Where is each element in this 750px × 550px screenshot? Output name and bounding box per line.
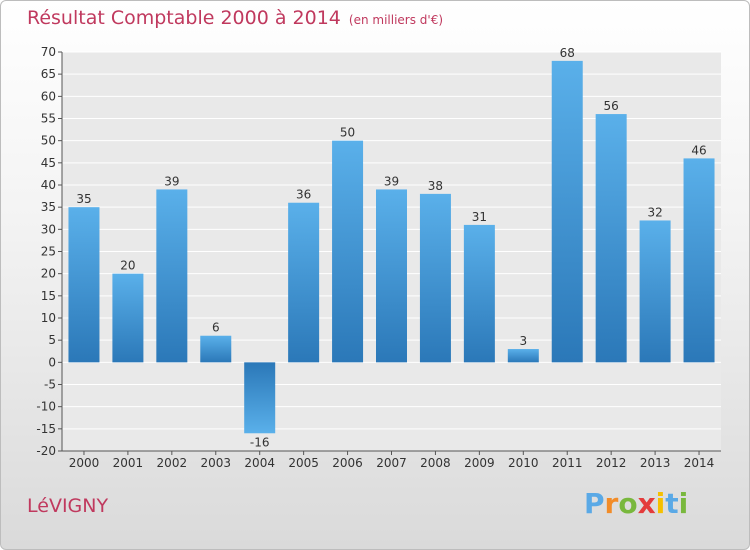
logo-letter: t	[665, 487, 679, 520]
y-tick-label: 30	[41, 222, 56, 236]
data-label: 38	[428, 179, 443, 193]
y-tick-label: -5	[44, 378, 56, 392]
logo-letter: r	[604, 487, 619, 520]
bar-2008	[419, 193, 451, 363]
data-label: 39	[164, 174, 179, 188]
logo-letter: P	[584, 487, 605, 520]
bar-2003	[200, 335, 232, 363]
y-tick-label: 40	[41, 178, 56, 192]
bar-2014	[683, 158, 715, 363]
x-tick-label: 2005	[288, 456, 319, 470]
data-label: 50	[340, 126, 355, 140]
x-tick-label: 2000	[69, 456, 100, 470]
y-tick-label: 25	[41, 245, 56, 259]
x-tick-label: 2010	[508, 456, 539, 470]
y-tick-label: 50	[41, 134, 56, 148]
logo-letter: x	[637, 487, 656, 520]
bar-2013	[639, 220, 671, 363]
bar-2007	[376, 189, 407, 363]
y-tick-label: 65	[41, 67, 56, 81]
logo-letter: i	[678, 487, 689, 520]
title-text: Résultat Comptable 2000 à 2014	[27, 7, 341, 29]
x-tick-label: 2011	[552, 456, 583, 470]
y-tick-label: -20	[36, 444, 56, 458]
y-tick-label: 20	[41, 267, 56, 281]
data-label: 32	[647, 205, 662, 219]
chart-title: Résultat Comptable 2000 à 2014 (en millie…	[27, 7, 443, 29]
bar-2002	[156, 189, 188, 363]
y-tick-label: 60	[41, 89, 56, 103]
data-label: 36	[296, 188, 311, 202]
commune-name: LéVIGNY	[27, 495, 109, 517]
bar-2006	[332, 140, 364, 363]
logo-letter: o	[618, 487, 638, 520]
bar-2009	[463, 224, 495, 363]
y-tick-label: 35	[41, 200, 56, 214]
x-tick-label: 2009	[464, 456, 495, 470]
data-label: 3	[519, 334, 527, 348]
data-label: 39	[384, 174, 399, 188]
data-label: 31	[472, 210, 487, 224]
y-tick-label: 45	[41, 156, 56, 170]
data-label: 20	[120, 259, 135, 273]
y-tick-label: 0	[48, 355, 56, 369]
x-tick-label: 2002	[157, 456, 188, 470]
bar-2004	[244, 362, 276, 434]
bar-2001	[112, 273, 144, 363]
bar-2005	[288, 202, 320, 363]
data-label: 68	[560, 46, 575, 60]
x-tick-label: 2014	[684, 456, 715, 470]
bar-2011	[551, 60, 583, 363]
y-tick-label: -15	[36, 422, 56, 436]
x-tick-label: 2003	[200, 456, 231, 470]
y-tick-label: 5	[48, 333, 56, 347]
proxiti-logo: Proxiti	[584, 487, 688, 520]
title-unit: (en milliers d'€)	[348, 13, 444, 27]
y-tick-label: 70	[41, 45, 56, 59]
y-tick-label: 55	[41, 112, 56, 126]
data-label: 6	[212, 321, 220, 335]
bar-2000	[68, 207, 100, 363]
x-tick-label: 2012	[596, 456, 627, 470]
x-tick-label: 2013	[640, 456, 671, 470]
x-tick-label: 2004	[244, 456, 275, 470]
logo-letter: i	[655, 487, 666, 520]
y-tick-label: -10	[36, 400, 56, 414]
y-tick-label: 15	[41, 289, 56, 303]
x-tick-label: 2007	[376, 456, 407, 470]
x-tick-label: 2008	[420, 456, 451, 470]
data-label: 56	[604, 99, 619, 113]
data-label: -16	[250, 435, 270, 449]
x-tick-label: 2006	[332, 456, 363, 470]
data-label: 35	[76, 192, 91, 206]
y-tick-label: 10	[41, 311, 56, 325]
bar-2012	[595, 114, 627, 363]
data-label: 46	[691, 143, 706, 157]
bar-2010	[507, 349, 539, 363]
x-tick-label: 2001	[113, 456, 144, 470]
